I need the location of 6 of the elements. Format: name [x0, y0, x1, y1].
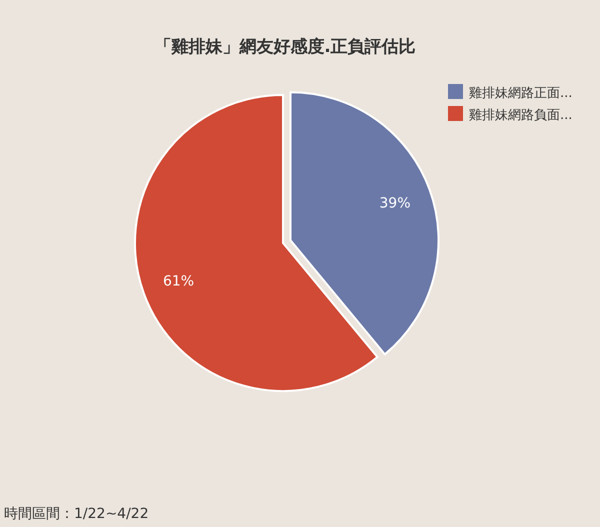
chart-title: 「雞排妹」網友好感度.正負評估比 — [154, 37, 416, 57]
data-label: 39% — [379, 196, 411, 212]
legend-label: 雞排妹網路負面... — [469, 108, 572, 123]
legend-label: 雞排妹網路正面... — [469, 86, 572, 101]
text: 時間區間：1/22~4/22 — [4, 506, 149, 522]
data-label: 61% — [163, 274, 194, 290]
